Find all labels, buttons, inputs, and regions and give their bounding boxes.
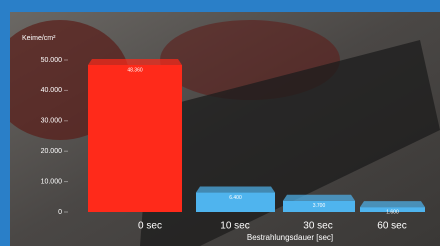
value-label: 6.400 <box>229 195 242 201</box>
x-tick-label: 60 sec <box>377 221 406 232</box>
chart: Keime/cm² Bestrahlungsdauer [sec] 0 10.00… <box>0 0 440 246</box>
y-tick-label: 40.000 <box>41 87 63 94</box>
y-tick-label: 10.000 <box>41 178 63 185</box>
value-label: 48.360 <box>127 67 143 73</box>
bar-top-face <box>283 195 355 201</box>
value-label: 1.600 <box>386 209 399 215</box>
x-tick-label: 30 sec <box>303 221 332 232</box>
x-tick-label: 0 sec <box>138 221 162 232</box>
bar <box>88 65 182 212</box>
value-label: 3.700 <box>313 203 326 209</box>
y-tick-label: 30.000 <box>41 118 63 125</box>
x-tick-label: 10 sec <box>220 221 249 232</box>
x-axis-label: Bestrahlungsdauer [sec] <box>247 233 333 242</box>
y-tick-label: 0 <box>58 209 62 216</box>
y-axis-label: Keime/cm² <box>22 35 56 42</box>
frame-top <box>0 0 440 12</box>
bar-top-face <box>360 201 425 207</box>
y-tick-label: 20.000 <box>41 148 63 155</box>
bar-top-face <box>88 59 182 65</box>
frame-left <box>0 0 10 246</box>
y-tick-label: 50.000 <box>41 57 63 64</box>
bar-top-face <box>196 187 275 193</box>
